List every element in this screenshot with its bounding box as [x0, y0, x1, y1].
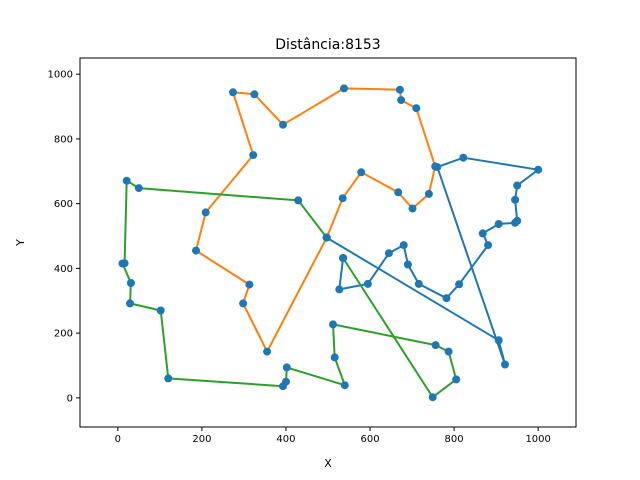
data-point — [403, 260, 412, 269]
data-point — [192, 246, 200, 255]
data-point — [357, 168, 366, 177]
data-point — [250, 90, 259, 99]
x-tick-label: 800 — [445, 434, 464, 445]
data-point — [431, 162, 440, 171]
data-point — [126, 299, 134, 308]
data-point — [484, 241, 493, 250]
data-point — [126, 279, 135, 287]
x-tick-label: 200 — [192, 434, 211, 445]
data-point — [279, 120, 287, 129]
data-point — [442, 294, 451, 303]
chart-title: Distância:8153 — [275, 37, 380, 53]
data-point — [329, 320, 337, 329]
y-tick-label: 400 — [54, 264, 73, 275]
data-point — [249, 151, 258, 160]
data-point — [384, 249, 393, 258]
data-point — [459, 153, 468, 162]
data-point — [395, 85, 404, 94]
plot-area — [79, 57, 577, 428]
data-point — [414, 279, 423, 288]
data-point — [122, 176, 131, 185]
y-tick-label: 800 — [54, 134, 73, 145]
data-point — [201, 208, 210, 217]
y-tick-label: 1000 — [48, 70, 73, 81]
series-line-1 — [326, 156, 540, 366]
data-point — [478, 229, 487, 238]
data-point — [164, 374, 173, 383]
data-point — [399, 241, 408, 250]
data-point — [120, 259, 129, 268]
data-point — [534, 165, 543, 174]
data-point — [501, 360, 509, 369]
data-point — [335, 285, 344, 294]
x-axis: 0 200 400 600 800 1000 — [115, 427, 551, 445]
data-point — [340, 84, 348, 93]
data-point — [282, 363, 291, 372]
data-point — [294, 196, 303, 205]
data-point — [424, 189, 433, 198]
data-point — [428, 393, 437, 402]
data-point — [394, 188, 403, 197]
data-point — [245, 280, 254, 289]
y-axis-title: Y — [14, 239, 27, 247]
data-point — [513, 181, 522, 190]
data-point — [412, 104, 421, 113]
data-point — [134, 184, 143, 193]
x-axis-title: X — [324, 457, 332, 470]
data-point — [494, 336, 503, 345]
y-tick-label: 0 — [67, 393, 73, 404]
data-point — [156, 306, 165, 315]
data-point — [455, 280, 464, 289]
data-point — [431, 341, 440, 350]
data-point — [397, 96, 406, 105]
data-point — [339, 254, 348, 262]
data-point — [494, 220, 503, 228]
y-tick-label: 200 — [54, 329, 73, 340]
data-point — [263, 347, 272, 356]
y-axis: 0 200 400 600 800 1000 — [48, 70, 80, 404]
x-tick-label: 400 — [276, 434, 295, 445]
data-point — [338, 194, 347, 203]
y-tick-label: 600 — [54, 199, 73, 210]
data-point — [239, 299, 248, 308]
data-point — [511, 218, 520, 227]
x-tick-label: 1000 — [525, 434, 550, 445]
data-point — [330, 353, 339, 362]
data-point — [322, 233, 331, 242]
series-points — [118, 84, 543, 402]
data-point — [444, 347, 453, 356]
data-point — [229, 88, 237, 97]
data-point — [363, 279, 372, 288]
data-point — [452, 375, 461, 384]
data-point — [511, 195, 520, 204]
data-point — [340, 381, 349, 390]
axes-frame — [79, 57, 577, 428]
data-point — [408, 204, 417, 213]
data-point — [279, 382, 287, 391]
x-tick-label: 0 — [115, 434, 121, 445]
x-tick-label: 600 — [360, 434, 379, 445]
